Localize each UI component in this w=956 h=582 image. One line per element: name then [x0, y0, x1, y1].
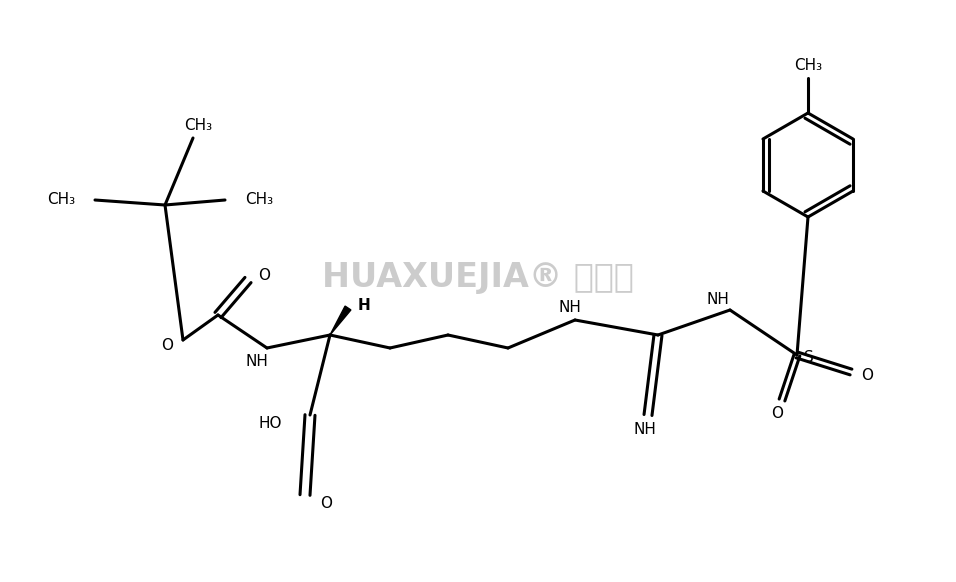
Text: NH: NH: [634, 423, 657, 438]
Text: O: O: [771, 406, 783, 421]
Polygon shape: [330, 306, 351, 335]
Text: NH: NH: [706, 293, 729, 307]
Text: CH₃: CH₃: [245, 193, 273, 208]
Text: CH₃: CH₃: [47, 193, 75, 208]
Text: NH: NH: [558, 300, 581, 314]
Text: O: O: [320, 495, 332, 510]
Text: HUAXUEJIA® 化学加: HUAXUEJIA® 化学加: [322, 261, 634, 294]
Text: S: S: [804, 350, 814, 364]
Text: HO: HO: [258, 416, 282, 431]
Text: H: H: [358, 297, 371, 313]
Text: CH₃: CH₃: [793, 59, 822, 73]
Text: O: O: [161, 338, 173, 353]
Text: O: O: [861, 367, 873, 382]
Text: O: O: [258, 268, 270, 282]
Text: NH: NH: [246, 353, 269, 368]
Text: CH₃: CH₃: [184, 118, 212, 133]
